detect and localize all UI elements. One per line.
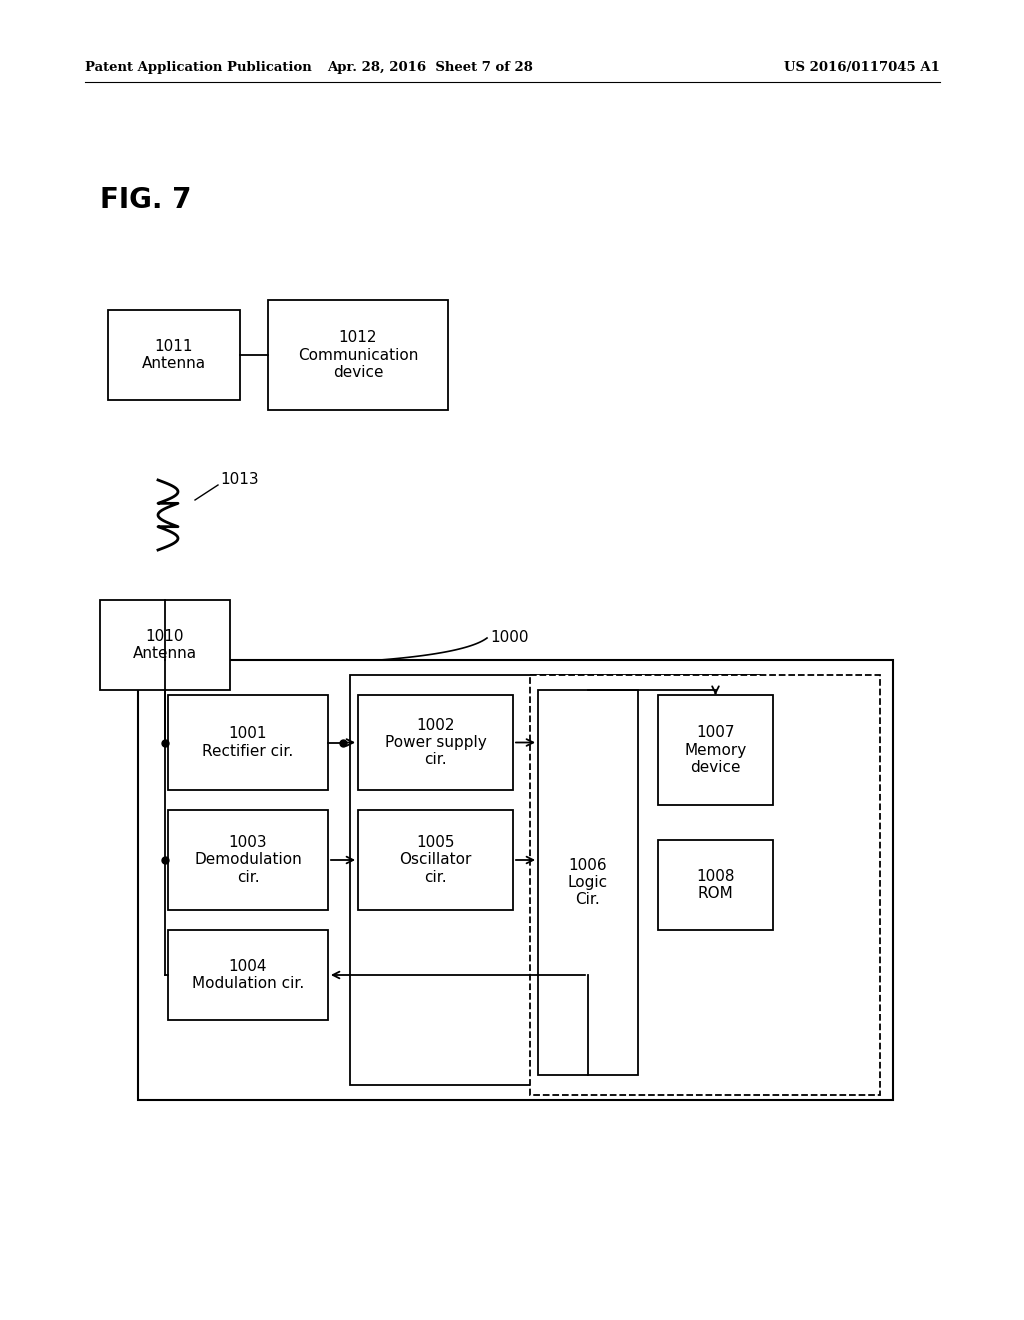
- Text: 1003
Demodulation
cir.: 1003 Demodulation cir.: [195, 836, 302, 884]
- Bar: [268, 300, 449, 411]
- Text: 1012
Communication
device: 1012 Communication device: [298, 330, 418, 380]
- Bar: [168, 931, 328, 1020]
- Bar: [168, 810, 328, 909]
- Bar: [658, 840, 773, 931]
- Text: FIG. 7: FIG. 7: [100, 186, 191, 214]
- Bar: [358, 696, 513, 789]
- Text: Apr. 28, 2016  Sheet 7 of 28: Apr. 28, 2016 Sheet 7 of 28: [327, 62, 532, 74]
- Bar: [350, 675, 760, 1085]
- Text: 1008
ROM: 1008 ROM: [696, 869, 735, 902]
- Bar: [358, 810, 513, 909]
- Text: 1006
Logic
Cir.: 1006 Logic Cir.: [568, 858, 608, 907]
- Text: 1011
Antenna: 1011 Antenna: [142, 339, 206, 371]
- Text: 1002
Power supply
cir.: 1002 Power supply cir.: [385, 718, 486, 767]
- Text: 1005
Oscillator
cir.: 1005 Oscillator cir.: [399, 836, 472, 884]
- Text: 1004
Modulation cir.: 1004 Modulation cir.: [191, 958, 304, 991]
- Text: Patent Application Publication: Patent Application Publication: [85, 62, 311, 74]
- Bar: [108, 310, 240, 400]
- Text: 1010
Antenna: 1010 Antenna: [133, 628, 197, 661]
- Text: 1007
Memory
device: 1007 Memory device: [684, 725, 746, 775]
- Bar: [138, 660, 893, 1100]
- Text: 1001
Rectifier cir.: 1001 Rectifier cir.: [203, 726, 294, 759]
- Text: US 2016/0117045 A1: US 2016/0117045 A1: [784, 62, 940, 74]
- Bar: [100, 601, 230, 690]
- Bar: [538, 690, 638, 1074]
- Bar: [530, 675, 880, 1096]
- Bar: [658, 696, 773, 805]
- Bar: [168, 696, 328, 789]
- Text: 1013: 1013: [220, 473, 259, 487]
- Text: 1000: 1000: [490, 631, 528, 645]
